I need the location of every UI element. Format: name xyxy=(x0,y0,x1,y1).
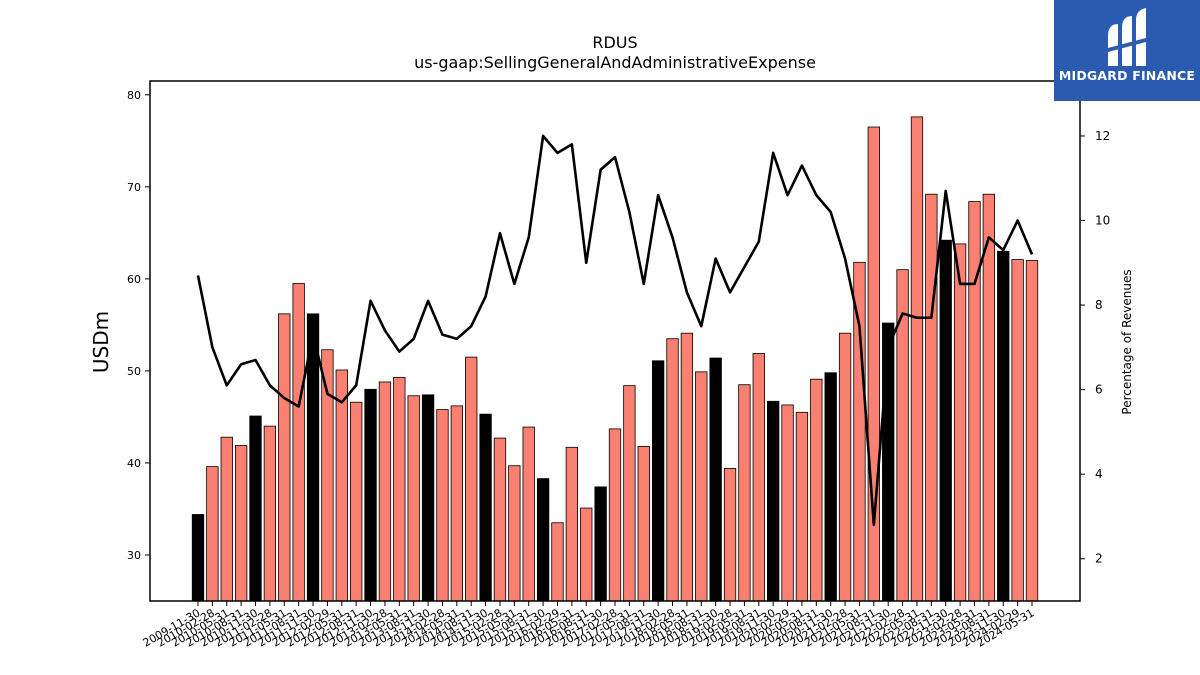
y2-tick-label: 4 xyxy=(1095,467,1103,481)
y2-tick-label: 6 xyxy=(1095,383,1103,397)
y2-tick-label: 10 xyxy=(1095,214,1110,228)
bar xyxy=(953,243,967,602)
bar xyxy=(378,381,392,602)
bar xyxy=(479,413,492,602)
bar xyxy=(321,349,334,602)
logo-text: MIDGARD FINANCE xyxy=(1058,68,1196,83)
bar xyxy=(752,353,765,602)
y2-axis-label: Percentage of Revenues xyxy=(1120,269,1134,414)
line-series xyxy=(196,134,1034,527)
y-axis-label: USDm xyxy=(89,311,113,373)
bar xyxy=(551,522,564,602)
bar xyxy=(781,404,794,602)
bar xyxy=(795,411,809,602)
x-axis: 2009-11-302010-02-282010-05-312010-08-31… xyxy=(141,601,1037,650)
bar xyxy=(925,193,938,602)
bar xyxy=(882,322,895,602)
bar xyxy=(867,126,880,602)
bar xyxy=(234,445,248,602)
percentage-line xyxy=(196,134,1034,527)
bar xyxy=(522,426,535,602)
bar xyxy=(421,394,435,602)
y-tick-label: 60 xyxy=(127,273,141,286)
bar xyxy=(1025,260,1039,602)
bar xyxy=(608,428,622,602)
bar xyxy=(594,486,607,602)
bar xyxy=(939,239,952,602)
chart-subtitle: us-gaap:SellingGeneralAndAdministrativeE… xyxy=(414,53,816,72)
y-tick-label: 70 xyxy=(127,181,141,194)
bar xyxy=(493,437,507,602)
bar xyxy=(738,384,751,602)
bar xyxy=(637,445,650,602)
bar xyxy=(465,356,478,602)
bar xyxy=(838,332,852,602)
bar xyxy=(220,436,233,602)
bar xyxy=(249,415,262,602)
bar xyxy=(278,313,291,602)
bar xyxy=(767,400,780,602)
bar xyxy=(896,269,909,602)
bar xyxy=(982,193,996,602)
bar xyxy=(723,468,737,602)
bar xyxy=(292,283,305,602)
y-tick-label: 40 xyxy=(127,457,141,470)
y-axis-left: 30 40 50 60 70 80 xyxy=(127,89,150,562)
bar xyxy=(997,250,1010,602)
bar xyxy=(680,332,694,602)
bar xyxy=(436,409,449,602)
bar xyxy=(968,201,981,602)
bar xyxy=(565,446,579,602)
bar xyxy=(191,514,205,602)
bar xyxy=(263,425,277,602)
bar-series xyxy=(191,116,1039,602)
bar xyxy=(580,507,593,602)
bar xyxy=(810,378,823,602)
bar xyxy=(364,388,377,602)
bar xyxy=(651,360,665,602)
y2-tick-label: 12 xyxy=(1095,129,1110,143)
y-tick-label: 80 xyxy=(127,89,141,102)
bar xyxy=(407,395,420,602)
bar xyxy=(623,385,636,602)
bar xyxy=(335,369,348,602)
bar xyxy=(450,405,463,602)
bar xyxy=(393,376,406,602)
y-tick-label: 30 xyxy=(127,549,141,562)
bar xyxy=(508,465,521,602)
bar xyxy=(206,466,219,602)
bar xyxy=(910,116,924,602)
bar xyxy=(350,401,363,602)
y-tick-label: 50 xyxy=(127,365,141,378)
bar xyxy=(666,338,679,602)
y2-tick-label: 2 xyxy=(1095,552,1103,566)
midgard-finance-logo: MIDGARD FINANCE xyxy=(1054,0,1200,101)
y-axis-right: 2 4 6 8 10 12 xyxy=(1080,129,1110,566)
bar xyxy=(1011,259,1024,602)
y2-tick-label: 8 xyxy=(1095,298,1103,312)
chart-title: RDUS xyxy=(592,33,638,52)
bar xyxy=(536,478,550,602)
bar xyxy=(709,357,722,602)
bar xyxy=(824,372,837,602)
bar xyxy=(695,371,708,602)
logo-mark-icon xyxy=(1108,8,1146,66)
